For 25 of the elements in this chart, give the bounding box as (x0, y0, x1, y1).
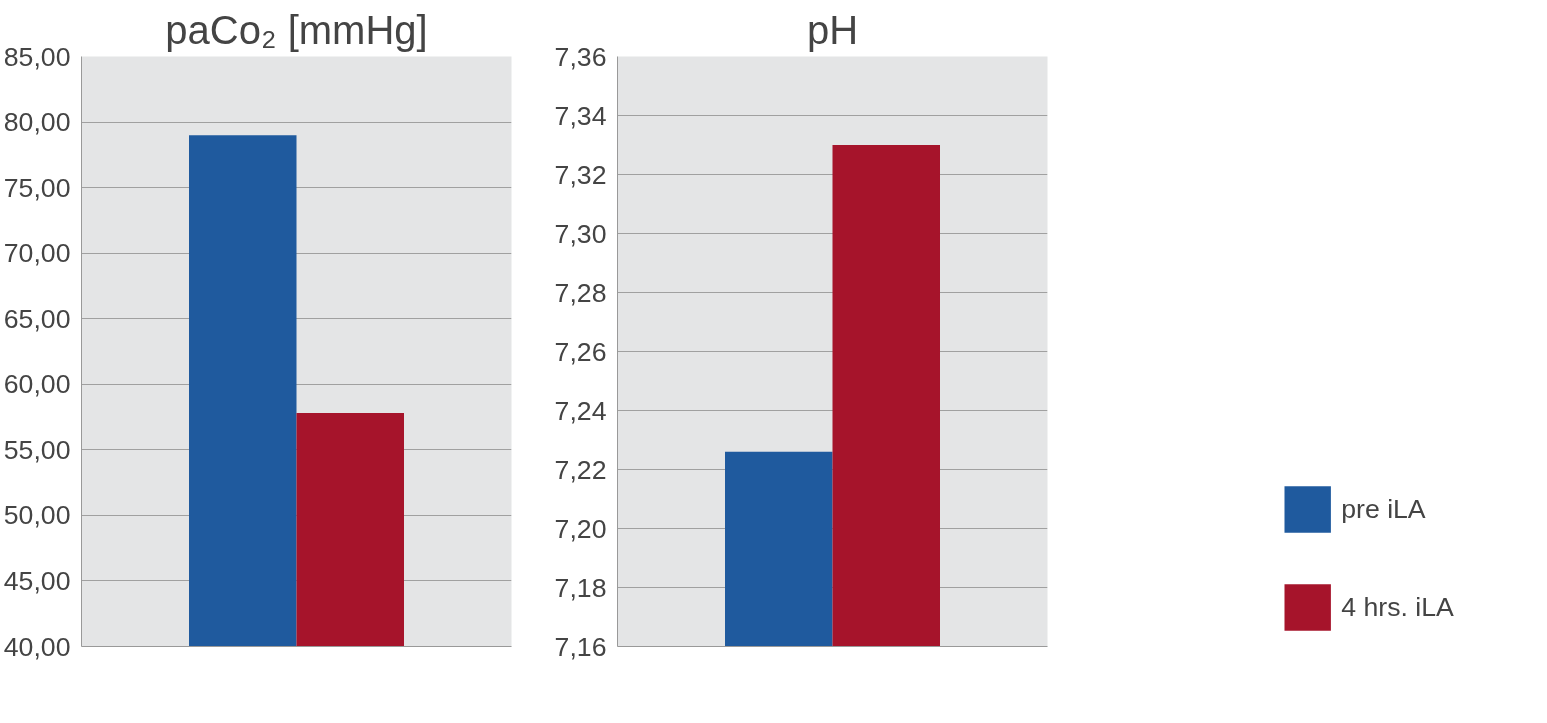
chart-title: paCo₂ [mmHg] (165, 7, 428, 52)
y-tick-label: 7,30 (554, 218, 607, 249)
y-tick-label: 7,32 (554, 159, 607, 190)
y-tick-label: 7,18 (554, 572, 607, 603)
y-tick-label: 7,28 (554, 277, 607, 308)
y-tick-label: 7,26 (554, 336, 607, 367)
y-tick-label: 7,16 (554, 631, 607, 662)
y-tick-label: 40,00 (3, 631, 71, 662)
y-tick-label: 70,00 (3, 238, 71, 269)
y-tick-label: 7,20 (554, 513, 607, 544)
chart-title: pH (806, 7, 859, 52)
y-tick-label: 55,00 (3, 434, 71, 465)
y-tick-label: 75,00 (3, 172, 71, 203)
y-tick-label: 7,24 (554, 395, 607, 426)
y-tick-label: 7,34 (554, 100, 607, 131)
y-tick-label: 45,00 (3, 565, 71, 596)
legend-label: 4 hrs. iLA (1341, 590, 1454, 624)
y-tick-label: 7,22 (554, 454, 607, 485)
y-tick-label: 80,00 (3, 107, 71, 138)
y-tick-label: 50,00 (3, 500, 71, 531)
y-tick-label: 85,00 (3, 41, 71, 72)
y-tick-label: 7,36 (554, 41, 607, 72)
y-tick-label: 60,00 (3, 369, 71, 400)
y-tick-label: 65,00 (3, 303, 71, 334)
legend-label: pre iLA (1341, 492, 1426, 526)
